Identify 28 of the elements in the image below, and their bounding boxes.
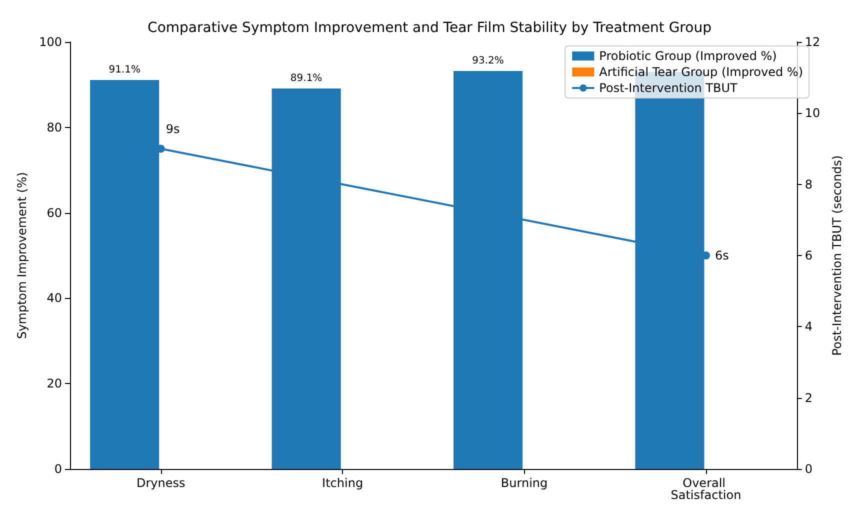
x-tick-label: Overall Satisfaction — [670, 476, 742, 502]
legend-label: Post-Intervention TBUT — [599, 81, 738, 95]
data-label: 93.2% — [472, 56, 504, 67]
x-tick-label: Burning — [500, 476, 548, 490]
x-tick-label: Dryness — [136, 476, 186, 490]
data-label: 91.1% — [108, 64, 140, 76]
legend-label: Probiotic Group (Improved %) — [599, 49, 777, 63]
data-label: 9s — [166, 122, 180, 136]
y-tick-label: 100 — [39, 35, 62, 49]
y2-tick-label: 8 — [804, 177, 812, 192]
y-tick-label: 20 — [46, 376, 62, 391]
y2-tick-label: 6 — [804, 248, 812, 262]
y2-tick-label: 4 — [804, 320, 812, 334]
y-axis-title: Symptom Improvement (%) — [15, 172, 30, 339]
y2-tick-label: 12 — [804, 35, 820, 49]
y-tick-label: 80 — [46, 120, 62, 134]
x-tick-label: Itching — [322, 476, 364, 490]
y2-tick-label: 0 — [804, 462, 812, 476]
legend-label: Artificial Tear Group (Improved %) — [599, 65, 804, 79]
data-label: 89.1% — [290, 73, 322, 84]
y-tick-label: 60 — [46, 206, 62, 220]
y2-tick-label: 2 — [804, 390, 812, 405]
chart-title: Comparative Symptom Improvement and Tear Film Stability by Treatment Group — [148, 20, 712, 36]
data-label: 6s — [714, 248, 729, 262]
y2-tick-label: 10 — [804, 106, 820, 120]
y2-axis-title: Post-Intervention TBUT (seconds) — [830, 155, 844, 356]
y-tick-label: 0 — [54, 462, 62, 476]
y-tick-label: 40 — [46, 291, 62, 306]
